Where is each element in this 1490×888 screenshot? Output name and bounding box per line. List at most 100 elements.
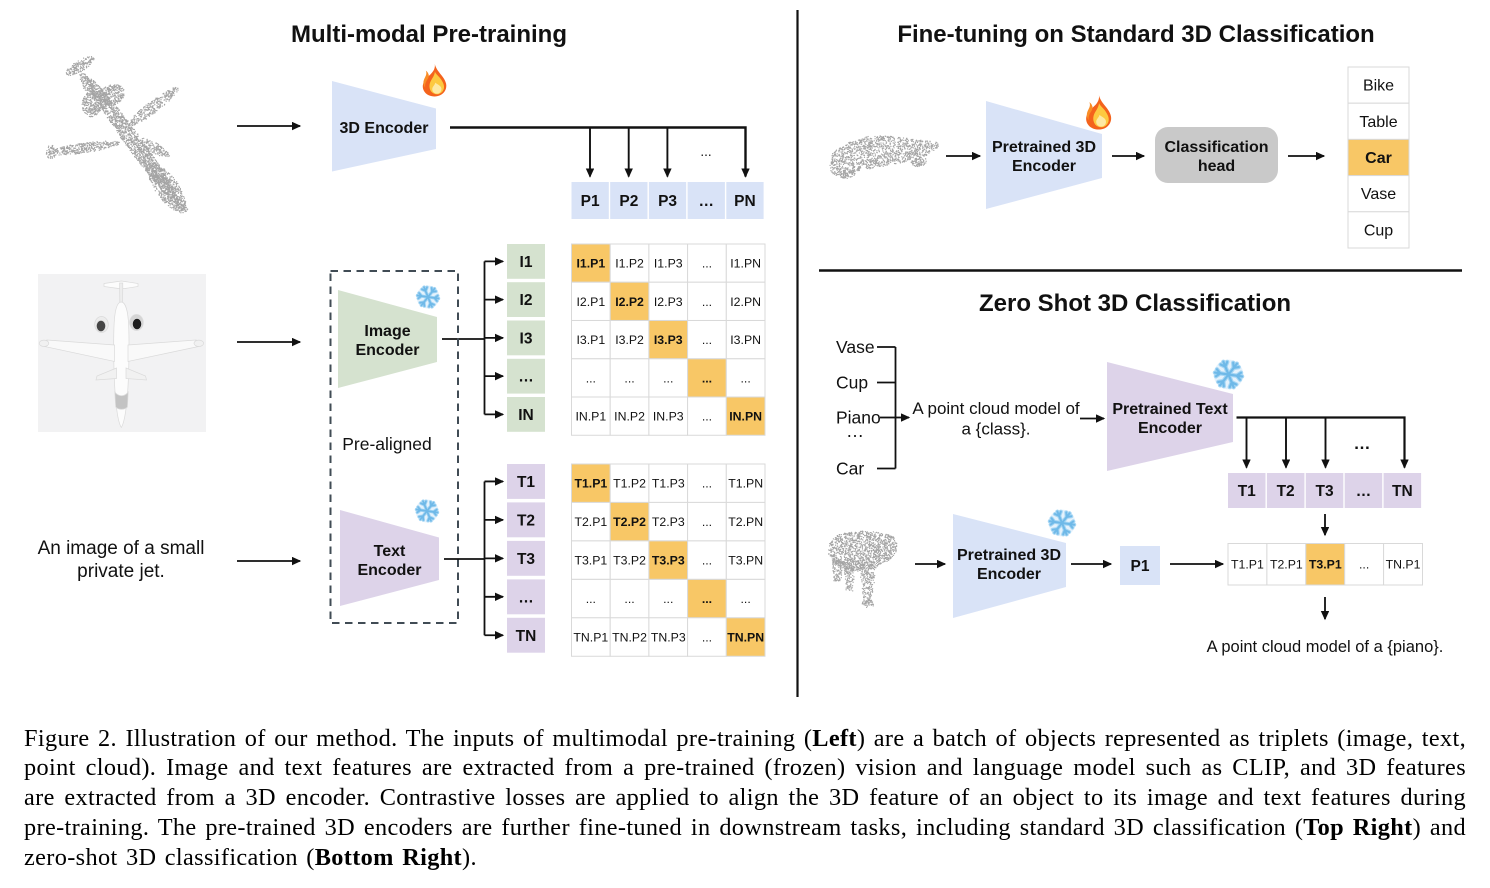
svg-text:I3.P3: I3.P3 <box>654 333 683 347</box>
svg-text:Cup: Cup <box>1364 222 1393 239</box>
svg-text:A point cloud model of: A point cloud model of <box>912 399 1080 418</box>
svg-text:A point cloud model of a {pian: A point cloud model of a {piano}. <box>1207 638 1444 656</box>
svg-text:T3.P2: T3.P2 <box>613 554 646 568</box>
svg-text:IN: IN <box>518 407 534 424</box>
svg-text:Encoder: Encoder <box>977 566 1041 583</box>
svg-text:T3.P1: T3.P1 <box>574 554 607 568</box>
svg-text:Encoder: Encoder <box>357 562 421 579</box>
svg-text:Vase: Vase <box>836 337 875 357</box>
svg-text:I2.P3: I2.P3 <box>654 295 683 309</box>
svg-text:T3.P3: T3.P3 <box>652 554 685 568</box>
svg-text:Classification: Classification <box>1164 139 1268 156</box>
svg-text:I2: I2 <box>520 292 533 309</box>
svg-text:...: ... <box>586 592 596 606</box>
svg-text:...: ... <box>702 371 712 385</box>
svg-text:...: ... <box>700 144 711 159</box>
svg-text:...: ... <box>702 410 712 424</box>
svg-text:3D Encoder: 3D Encoder <box>340 120 429 137</box>
svg-text:T2: T2 <box>517 512 535 529</box>
svg-text:Car: Car <box>1365 150 1392 167</box>
svg-text:Bike: Bike <box>1363 78 1394 95</box>
svg-text:I1.P2: I1.P2 <box>615 257 644 271</box>
svg-text:Car: Car <box>836 459 864 479</box>
svg-text:Pretrained Text: Pretrained Text <box>1112 401 1228 418</box>
svg-text:T3: T3 <box>1316 483 1334 500</box>
svg-text:Pretrained 3D: Pretrained 3D <box>957 547 1061 564</box>
svg-text:...: ... <box>741 592 751 606</box>
svg-text:...: ... <box>702 333 712 347</box>
svg-text:Encoder: Encoder <box>1138 420 1202 437</box>
svg-text:Encoder: Encoder <box>355 342 419 359</box>
svg-text:Zero Shot 3D Classification: Zero Shot 3D Classification <box>979 290 1291 317</box>
svg-text:...: ... <box>624 592 634 606</box>
svg-text:...: ... <box>624 371 634 385</box>
svg-text:T1.PN: T1.PN <box>728 477 763 491</box>
svg-text:Multi-modal Pre-training: Multi-modal Pre-training <box>291 21 567 48</box>
svg-text:TN: TN <box>1392 483 1413 500</box>
svg-text:T2.P2: T2.P2 <box>613 515 646 529</box>
svg-text:IN.PN: IN.PN <box>729 410 762 424</box>
svg-text:P2: P2 <box>619 193 638 210</box>
svg-text:TN.PN: TN.PN <box>727 631 764 645</box>
svg-text:I2.PN: I2.PN <box>730 295 761 309</box>
svg-text:T1.P3: T1.P3 <box>652 477 685 491</box>
svg-text:T2.P1: T2.P1 <box>1270 558 1303 572</box>
svg-text:I1.PN: I1.PN <box>730 257 761 271</box>
svg-text:I2.P2: I2.P2 <box>615 295 644 309</box>
svg-text:IN.P3: IN.P3 <box>653 410 684 424</box>
svg-text:I3.PN: I3.PN <box>730 333 761 347</box>
svg-text:TN.P1: TN.P1 <box>1386 558 1421 572</box>
svg-text:T3.PN: T3.PN <box>728 554 763 568</box>
svg-text:...: ... <box>702 554 712 568</box>
svg-text:T2.P3: T2.P3 <box>652 515 685 529</box>
svg-text:...: ... <box>702 257 712 271</box>
svg-text:Pre-aligned: Pre-aligned <box>342 434 432 454</box>
svg-text:Piano: Piano <box>836 408 881 428</box>
svg-text:TN.P3: TN.P3 <box>651 631 686 645</box>
svg-text:TN: TN <box>516 628 537 645</box>
svg-text:I3.P1: I3.P1 <box>576 333 605 347</box>
svg-text:T2: T2 <box>1277 483 1295 500</box>
svg-text:Fine-tuning on Standard 3D Cla: Fine-tuning on Standard 3D Classificatio… <box>897 21 1374 48</box>
svg-text:...: ... <box>663 371 673 385</box>
svg-text:I1.P1: I1.P1 <box>576 257 605 271</box>
svg-text:head: head <box>1198 158 1235 175</box>
svg-text:I2.P1: I2.P1 <box>576 295 605 309</box>
svg-text:…: … <box>846 421 864 441</box>
svg-text:…: … <box>1354 434 1371 453</box>
svg-text:I3.P2: I3.P2 <box>615 333 644 347</box>
svg-text:Cup: Cup <box>836 373 868 393</box>
svg-text:IN.P1: IN.P1 <box>575 410 606 424</box>
svg-text:Table: Table <box>1359 114 1397 131</box>
svg-text:Text: Text <box>374 543 406 560</box>
svg-text:T1.P1: T1.P1 <box>1231 558 1264 572</box>
svg-text:...: ... <box>1359 558 1369 572</box>
svg-text:private jet.: private jet. <box>77 561 165 582</box>
svg-text:I3: I3 <box>520 330 533 347</box>
svg-text:...: ... <box>702 592 712 606</box>
svg-text:...: ... <box>586 371 596 385</box>
svg-text:…: … <box>1356 483 1372 500</box>
svg-text:T2.P1: T2.P1 <box>574 515 607 529</box>
svg-text:T3.P1: T3.P1 <box>1309 558 1342 572</box>
svg-text:Encoder: Encoder <box>1012 158 1076 175</box>
svg-text:...: ... <box>702 515 712 529</box>
svg-text:T1.P2: T1.P2 <box>613 477 646 491</box>
svg-text:...: ... <box>702 631 712 645</box>
svg-text:T1: T1 <box>517 474 535 491</box>
svg-text:...: ... <box>663 592 673 606</box>
svg-text:...: ... <box>702 477 712 491</box>
svg-text:…: … <box>699 193 715 210</box>
svg-text:I1: I1 <box>520 254 533 271</box>
svg-text:Vase: Vase <box>1361 186 1396 203</box>
svg-text:T1.P1: T1.P1 <box>574 477 607 491</box>
svg-text:I1.P3: I1.P3 <box>654 257 683 271</box>
svg-text:IN.P2: IN.P2 <box>614 410 645 424</box>
svg-text:P1: P1 <box>1131 558 1150 575</box>
svg-text:TN.P1: TN.P1 <box>573 631 608 645</box>
svg-text:TN.P2: TN.P2 <box>612 631 647 645</box>
svg-text:…: … <box>518 369 534 386</box>
svg-text:T3: T3 <box>517 551 535 568</box>
svg-text:PN: PN <box>734 193 756 210</box>
svg-text:P1: P1 <box>581 193 600 210</box>
